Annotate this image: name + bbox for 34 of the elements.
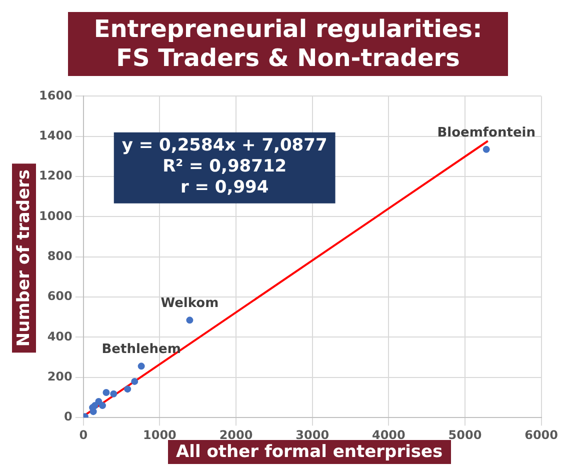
annotation: R² = 0,98712 xyxy=(162,156,287,176)
point xyxy=(110,390,118,398)
y-tick-label: 0 xyxy=(64,410,72,424)
point xyxy=(124,386,132,393)
point xyxy=(186,316,194,324)
annotation: r = 0,994 xyxy=(180,177,269,198)
point xyxy=(131,378,138,385)
point xyxy=(102,388,110,396)
point xyxy=(482,146,490,153)
y-tick-label: 1000 xyxy=(38,208,72,223)
annotation: Bethlehem xyxy=(102,342,181,358)
chart-title: Entrepreneurial regularities: FS Traders & Non-traders xyxy=(68,12,508,76)
y-axis-title: Number of traders xyxy=(12,163,36,353)
x-tick-label: 6000 xyxy=(524,428,558,442)
y-tick-label: 200 xyxy=(47,370,72,384)
annotation: Welkom xyxy=(160,296,219,312)
x-tick-label: 0 xyxy=(79,428,88,442)
y-tick-label: 1600 xyxy=(38,88,72,102)
x-tick-label: 3000 xyxy=(296,428,330,442)
x-tick-label: 5000 xyxy=(448,428,482,442)
y-tick-label: 1400 xyxy=(38,128,72,142)
point xyxy=(138,362,145,370)
x-tick-label: 1000 xyxy=(143,428,176,442)
annotation: y = 0,2584x + 7,0877 xyxy=(122,135,328,156)
x-axis-title: All other formal enterprises xyxy=(168,440,451,464)
y-tick-label: 800 xyxy=(47,249,72,264)
point xyxy=(95,398,102,406)
y-tick-label: 400 xyxy=(47,329,72,344)
x-tick-label: 2000 xyxy=(219,428,253,442)
y-tick-label: 1200 xyxy=(38,168,72,183)
point xyxy=(98,402,106,410)
y-tick-label: 600 xyxy=(47,289,72,304)
annotation: Bloemfontein xyxy=(437,125,536,140)
x-tick-label: 4000 xyxy=(372,428,406,442)
